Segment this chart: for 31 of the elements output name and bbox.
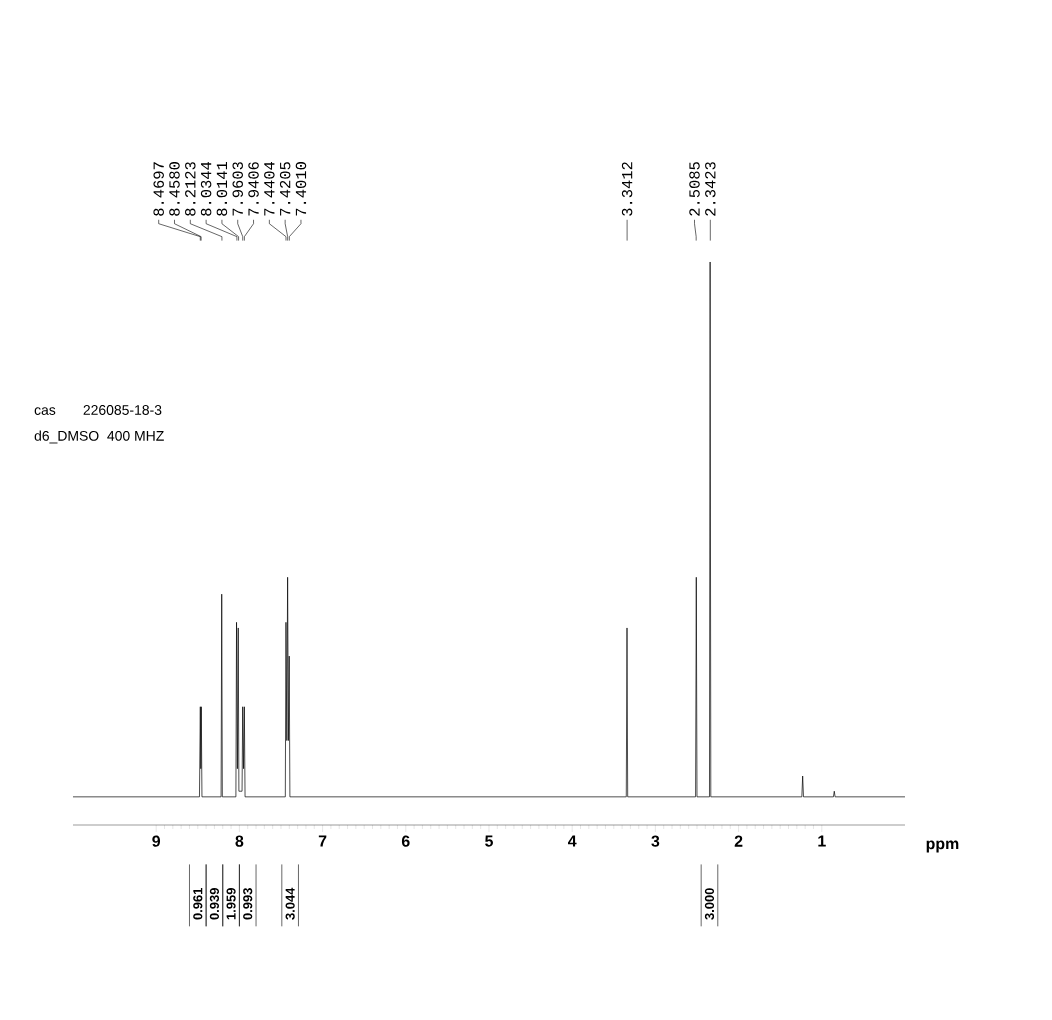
text: 0.961 xyxy=(193,887,203,920)
text: 8.4697 xyxy=(153,162,164,216)
text: 2.5085 xyxy=(689,162,700,216)
text: 7.9406 xyxy=(248,162,259,216)
x-tick-label: 8 xyxy=(235,835,244,847)
text: 8.2123 xyxy=(185,162,196,216)
text: 3.044 xyxy=(285,887,295,920)
x-axis-title: ppm xyxy=(926,840,959,853)
x-tick-label: 4 xyxy=(568,835,577,847)
text: 7.4010 xyxy=(295,162,307,216)
x-tick-label: 3 xyxy=(651,835,660,847)
text: 8.0344 xyxy=(200,161,212,216)
text: 7.9603 xyxy=(232,162,243,216)
annotation: cas 226085-18-3 xyxy=(34,405,162,415)
x-tick-label: 6 xyxy=(401,835,410,847)
text: 8.0141 xyxy=(216,161,228,216)
x-tick-label: 2 xyxy=(734,835,743,847)
text: 0.939 xyxy=(209,888,220,920)
text: 3.3412 xyxy=(621,162,633,216)
x-tick-label: 7 xyxy=(318,835,327,847)
x-tick-label: 5 xyxy=(485,835,493,847)
text: 7.4404 xyxy=(264,161,275,216)
x-tick-label: 9 xyxy=(152,835,161,847)
annotation: d6_DMSO 400 MHZ xyxy=(34,430,164,444)
text: 1.959 xyxy=(226,888,236,920)
x-tick-label: 1 xyxy=(818,835,826,847)
text: 2.3423 xyxy=(705,162,716,216)
text: 8.4580 xyxy=(169,162,180,216)
text: 7.4205 xyxy=(279,162,291,216)
text: 0.993 xyxy=(243,888,253,920)
text: 3.000 xyxy=(704,888,715,920)
